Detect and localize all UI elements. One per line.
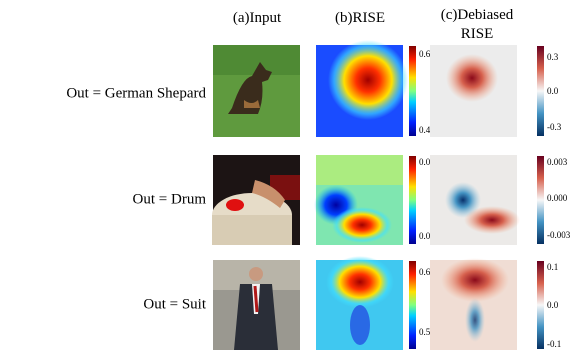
colorbar xyxy=(409,261,416,349)
tick-label: 0.002 xyxy=(419,231,439,241)
column-header: RISE xyxy=(461,26,494,42)
tick-label: 0.3 xyxy=(547,52,559,62)
rise-map xyxy=(316,40,408,137)
tick-label: 0.1 xyxy=(547,262,558,272)
column-header: (a)Input xyxy=(233,10,282,26)
row-label: Out = German Shepard xyxy=(66,85,206,101)
colorbar xyxy=(537,156,544,244)
rise-map xyxy=(316,256,403,350)
input-image xyxy=(213,260,300,350)
debiased-map xyxy=(430,45,517,137)
colorbar xyxy=(409,156,416,244)
rise-map xyxy=(314,155,403,245)
column-header: (b)RISE xyxy=(335,10,385,26)
tick-label: 0.580 xyxy=(419,327,440,337)
row: Out = Suit 0.640 0.580 0.1 0.0 -0.1 xyxy=(143,256,561,350)
colorbar xyxy=(537,261,544,349)
row: Out = German Shepard 0.600 0.425 0.3 0.0… xyxy=(66,40,562,137)
tick-label: -0.3 xyxy=(547,122,562,132)
row-label: Out = Suit xyxy=(143,296,206,312)
colorbar xyxy=(409,46,416,136)
tick-label: -0.1 xyxy=(547,339,561,349)
input-image xyxy=(213,45,300,137)
tick-label: 0.000 xyxy=(547,193,568,203)
row: Out = Drum 0.006 0.002 0.003 0.000 -0.00… xyxy=(133,155,571,245)
column-header: (c)Debiased xyxy=(441,7,514,23)
headers: (a)Input (b)RISE (c)Debiased RISE xyxy=(233,7,514,42)
colorbar xyxy=(537,46,544,136)
tick-label: 0.0 xyxy=(547,86,559,96)
row-label: Out = Drum xyxy=(133,191,207,207)
input-image xyxy=(212,155,300,245)
tick-label: 0.003 xyxy=(547,157,568,167)
tick-label: 0.425 xyxy=(419,125,440,135)
tick-label: 0.600 xyxy=(419,49,440,59)
tick-label: 0.006 xyxy=(419,157,440,167)
debiased-map xyxy=(430,258,517,350)
tick-label: 0.640 xyxy=(419,267,440,277)
tick-label: 0.0 xyxy=(547,300,559,310)
debiased-map xyxy=(430,155,520,245)
tick-label: -0.003 xyxy=(547,230,571,240)
